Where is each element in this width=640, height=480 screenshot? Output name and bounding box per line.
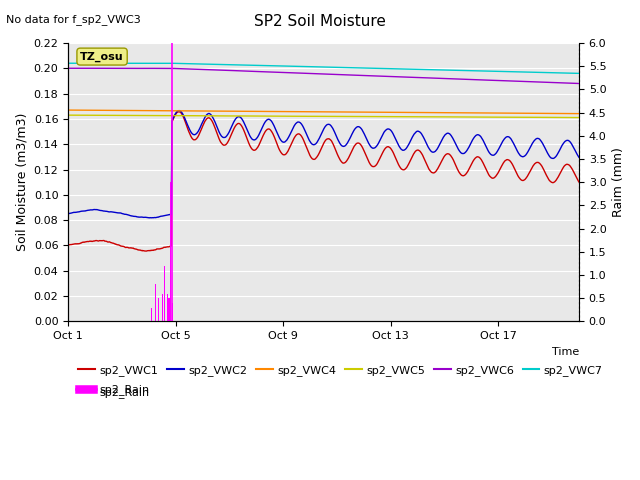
Bar (172, 303, 173, 322)
sp2_VWC4 (303, 109, 310, 115)
sp2_VWC2 (367, 144, 375, 150)
X-axis label: Time: Time (552, 347, 579, 357)
sp2_VWC2 (303, 132, 311, 138)
Line: sp2_VWC7: sp2_VWC7 (68, 63, 579, 73)
sp2_VWC7 (367, 65, 375, 71)
sp2_VWC7 (64, 60, 72, 66)
Line: sp2_VWC2: sp2_VWC2 (68, 110, 579, 218)
sp2_VWC4 (65, 107, 72, 113)
Line: sp2_VWC4: sp2_VWC4 (68, 110, 579, 114)
sp2_VWC6 (575, 81, 583, 86)
sp2_VWC7 (244, 62, 252, 68)
sp2_VWC5 (243, 113, 251, 119)
Bar (151, 308, 152, 322)
sp2_VWC4 (367, 109, 375, 115)
Y-axis label: Soil Moisture (m3/m3): Soil Moisture (m3/m3) (15, 113, 28, 252)
sp2_VWC7 (143, 60, 151, 66)
sp2_VWC1 (387, 146, 395, 152)
sp2_VWC1 (367, 163, 375, 168)
sp2_VWC4 (575, 111, 583, 117)
sp2_VWC6 (303, 71, 310, 76)
sp2_VWC6 (244, 68, 252, 74)
sp2_VWC2 (492, 151, 499, 157)
sp2_VWC1 (303, 146, 311, 152)
Line: sp2_VWC6: sp2_VWC6 (68, 68, 579, 84)
sp2_VWC1 (173, 109, 181, 115)
Legend: sp2_Rain: sp2_Rain (74, 380, 154, 400)
sp2_VWC7 (387, 66, 394, 72)
Y-axis label: Raim (mm): Raim (mm) (612, 147, 625, 217)
sp2_VWC4 (491, 110, 499, 116)
Text: TZ_osu: TZ_osu (80, 51, 124, 62)
sp2_VWC1 (175, 109, 182, 115)
sp2_VWC1 (492, 174, 499, 180)
sp2_VWC2 (173, 108, 181, 114)
sp2_VWC7 (491, 69, 499, 74)
sp2_VWC2 (146, 215, 154, 221)
sp2_VWC5 (173, 113, 180, 119)
Bar (162, 294, 163, 322)
sp2_VWC2 (387, 128, 395, 133)
sp2_VWC1 (141, 248, 149, 254)
sp2_VWC5 (367, 114, 374, 120)
sp2_VWC6 (173, 66, 181, 72)
Bar (170, 182, 172, 322)
Bar (164, 266, 166, 322)
sp2_VWC5 (386, 114, 394, 120)
sp2_VWC6 (491, 77, 499, 83)
sp2_VWC1 (64, 242, 72, 248)
sp2_VWC7 (173, 60, 181, 66)
sp2_VWC5 (490, 114, 498, 120)
sp2_VWC6 (64, 65, 72, 71)
Line: sp2_VWC1: sp2_VWC1 (68, 112, 579, 251)
sp2_VWC5 (64, 112, 72, 118)
Bar (155, 284, 156, 322)
sp2_VWC5 (575, 115, 583, 120)
sp2_VWC7 (303, 64, 310, 70)
sp2_VWC1 (575, 179, 583, 185)
Text: No data for f_sp2_VWC3: No data for f_sp2_VWC3 (6, 14, 141, 25)
sp2_VWC2 (175, 108, 183, 113)
sp2_VWC5 (302, 113, 310, 119)
sp2_VWC4 (244, 108, 252, 114)
Text: SP2 Soil Moisture: SP2 Soil Moisture (254, 14, 386, 29)
sp2_VWC6 (367, 73, 375, 79)
sp2_VWC7 (575, 71, 583, 76)
Bar (157, 298, 159, 322)
Bar (168, 298, 170, 322)
Bar (166, 294, 168, 322)
sp2_VWC2 (64, 211, 72, 216)
sp2_VWC6 (387, 73, 394, 79)
sp2_VWC2 (575, 155, 583, 160)
Line: sp2_VWC5: sp2_VWC5 (68, 115, 579, 118)
sp2_VWC1 (244, 139, 252, 144)
sp2_VWC4 (64, 107, 72, 113)
sp2_VWC6 (78, 65, 86, 71)
sp2_VWC2 (244, 130, 252, 135)
sp2_VWC4 (173, 108, 181, 114)
sp2_VWC4 (387, 109, 394, 115)
